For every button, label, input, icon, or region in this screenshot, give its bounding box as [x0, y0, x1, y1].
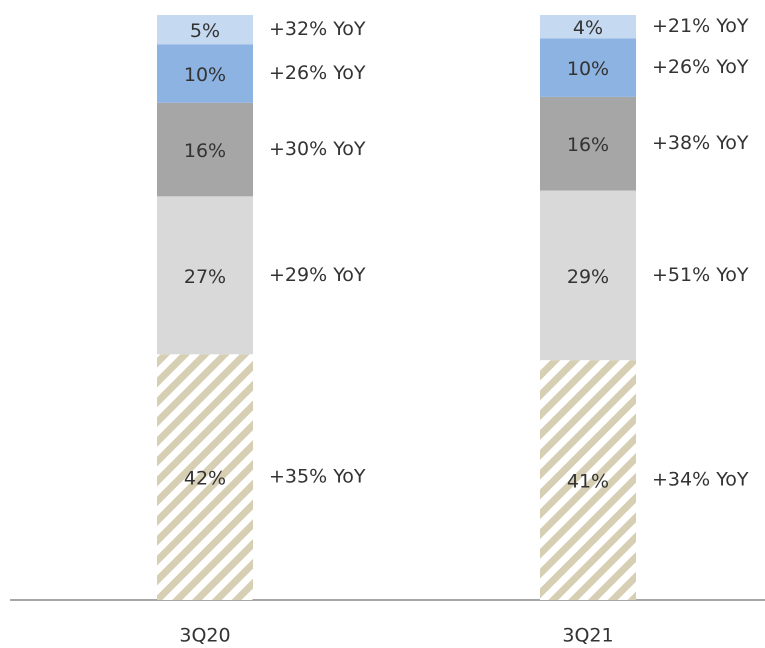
bar-segment	[157, 196, 253, 355]
yoy-annotation: +21% YoY	[652, 15, 749, 37]
bar-segment	[157, 102, 253, 197]
x-tick-label: 3Q20	[179, 625, 230, 647]
bar-segment	[540, 38, 636, 97]
yoy-annotation: +29% YoY	[269, 264, 366, 286]
yoy-annotation: +26% YoY	[652, 56, 749, 78]
data-label: 10%	[567, 58, 609, 80]
bar-segment	[540, 15, 636, 39]
yoy-annotation: +30% YoY	[269, 138, 366, 160]
bar-segment	[157, 15, 253, 45]
bar-segment	[157, 354, 253, 600]
data-label: 16%	[567, 134, 609, 156]
data-label: 16%	[184, 140, 226, 162]
yoy-annotation: +35% YoY	[269, 466, 366, 488]
data-label: 5%	[190, 20, 220, 42]
x-tick-label: 3Q21	[562, 625, 613, 647]
bar-segment	[157, 44, 253, 103]
data-label: 27%	[184, 266, 226, 288]
data-label: 10%	[184, 64, 226, 86]
data-label: 41%	[567, 471, 609, 493]
yoy-annotation: +38% YoY	[652, 132, 749, 154]
yoy-annotation: +26% YoY	[269, 62, 366, 84]
yoy-annotation: +32% YoY	[269, 18, 366, 40]
bar-segment	[540, 96, 636, 191]
data-label: 4%	[573, 17, 603, 39]
bar-segment	[540, 190, 636, 361]
bar-segment	[540, 360, 636, 600]
data-label: 29%	[567, 266, 609, 288]
yoy-annotation: +51% YoY	[652, 264, 749, 286]
yoy-annotation: +34% YoY	[652, 469, 749, 491]
data-label: 42%	[184, 468, 226, 490]
